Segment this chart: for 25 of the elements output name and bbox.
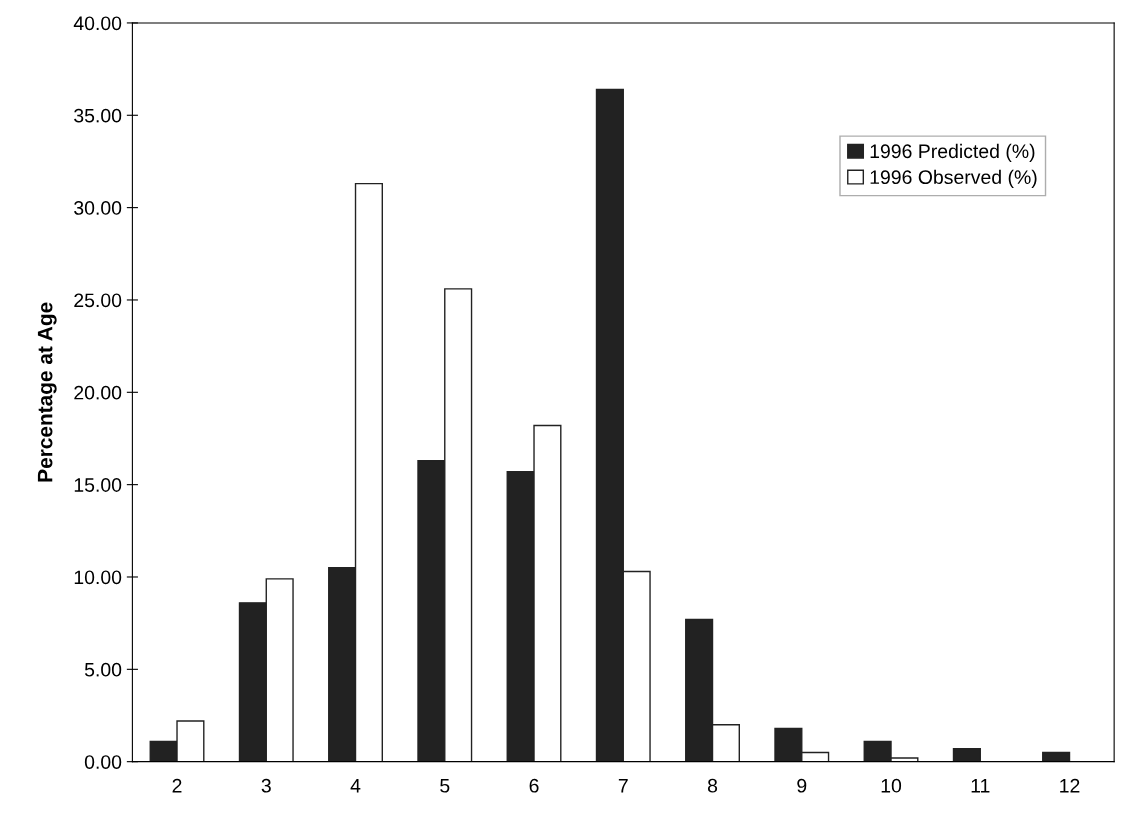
x-tick-label: 8 (707, 778, 718, 793)
x-tick-label: 9 (797, 778, 807, 793)
x-tick-label: 6 (529, 778, 539, 793)
y-tick-label: 30.00 (74, 201, 122, 215)
y-tick-label: 15.00 (74, 478, 122, 492)
x-tick-label: 3 (261, 778, 271, 793)
y-tick-label: 25.00 (74, 293, 122, 308)
x-tick-label: 7 (618, 779, 628, 793)
x-tick-label: 2 (172, 778, 182, 793)
y-tick-label: 20.00 (74, 385, 122, 400)
y-axis-title: Percentage at Age (37, 302, 57, 482)
bar (1042, 751, 1071, 762)
y-tick-label: 40.00 (73, 16, 122, 31)
y-tick-label: 10.00 (74, 570, 122, 585)
x-tick-label: 12 (1060, 778, 1080, 793)
legend-label: 1996 Observed (%) (870, 169, 1037, 188)
y-tick-label: 0.00 (84, 755, 122, 769)
legend-label: 1996 Predicted (%) (870, 143, 1035, 162)
y-tick-label: 35.00 (74, 108, 122, 123)
x-tick-label: 11 (971, 779, 990, 793)
x-tick-label: 4 (350, 779, 361, 793)
x-tick-label: 5 (440, 779, 450, 793)
bar (952, 748, 981, 762)
x-tick-label: 10 (881, 778, 902, 793)
y-tick-label: 5.00 (84, 662, 122, 677)
